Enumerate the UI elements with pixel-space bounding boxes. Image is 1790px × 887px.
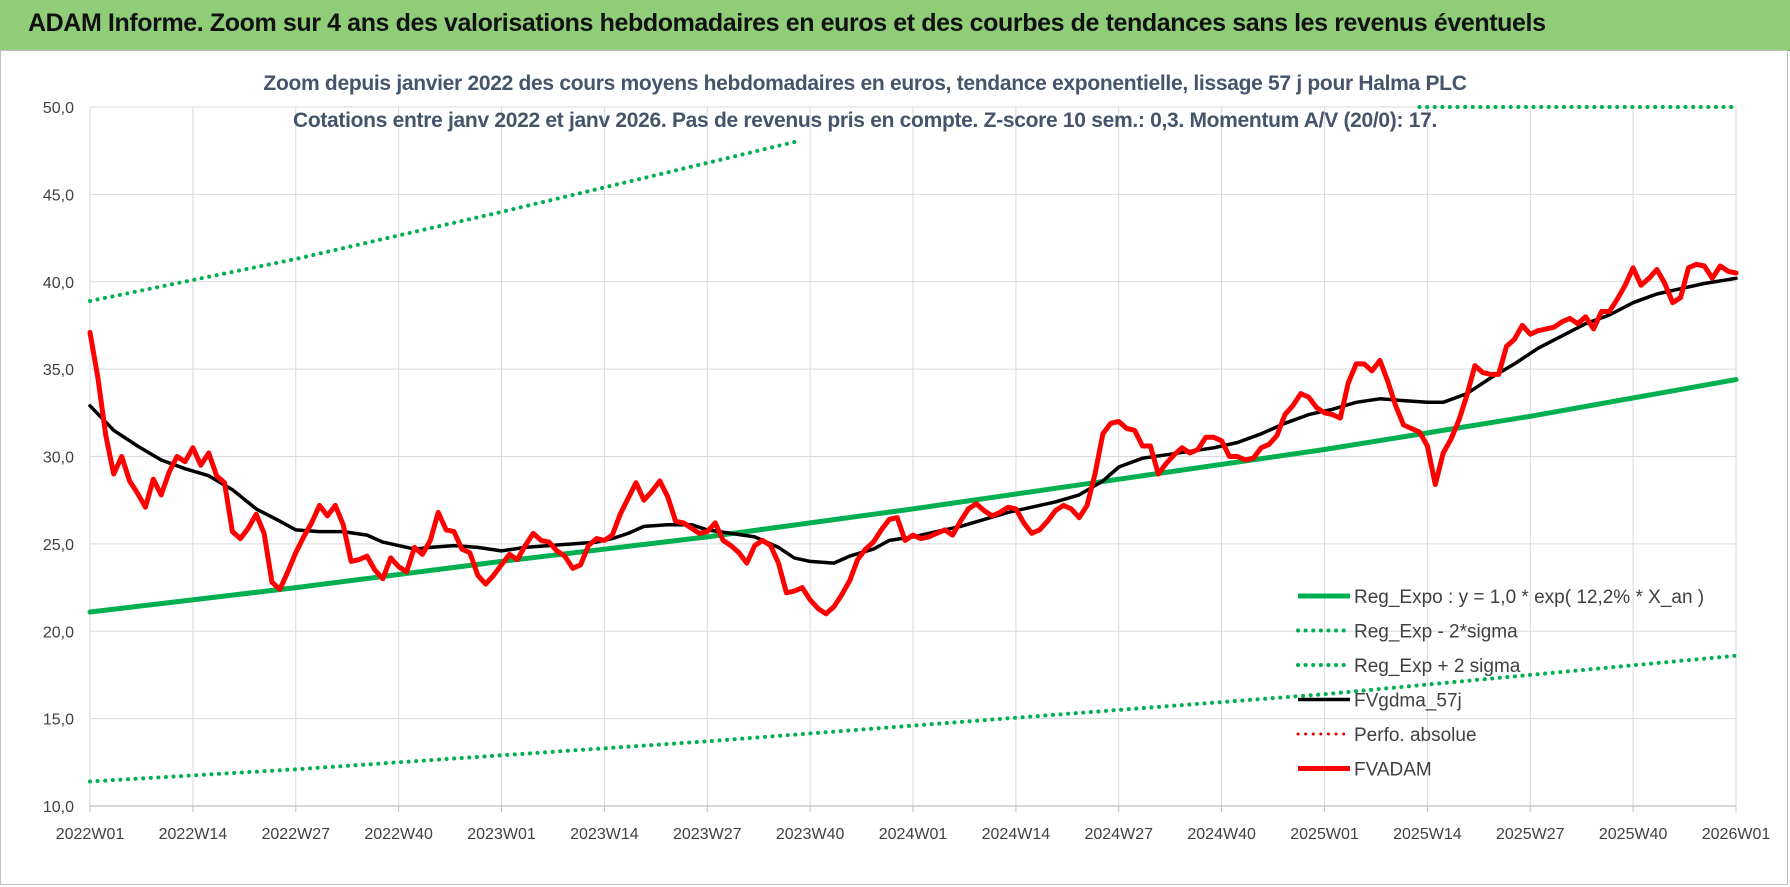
x-tick-label: 2024W01 [879,826,948,843]
legend-label: FVgdma_57j [1354,691,1462,712]
y-tick-label: 40,0 [43,275,74,292]
page-title: ADAM Informe. Zoom sur 4 ans des valoris… [28,9,1546,37]
y-tick-label: 35,0 [43,362,74,379]
chart-legend: Reg_Expo : y = 1,0 * exp( 12,2% * X_an )… [1296,587,1704,781]
chart-title-line1: Zoom depuis janvier 2022 des cours moyen… [263,72,1467,95]
series-line-1 [88,653,1738,784]
x-tick-label: 2025W27 [1496,826,1565,843]
y-tick-label: 10,0 [43,799,74,816]
chart-grid [89,106,1737,807]
y-tick-label: 45,0 [43,187,74,204]
chart-axes: 10,0 15,0 20,0 25,0 30,0 35,0 40,0 45,0 50,0 2022… [43,100,1770,843]
chart-series [87,105,1739,784]
x-tick-label: 2023W40 [776,826,845,843]
legend-label: Reg_Expo : y = 1,0 * exp( 12,2% * X_an ) [1354,587,1704,608]
y-tick-label: 15,0 [43,712,74,729]
legend-label: Perfo. absolue [1354,725,1477,746]
y-tick-label: 50,0 [43,100,74,117]
series-line-6 [87,261,1739,617]
x-tick-label: 2022W27 [262,826,331,843]
series-line-4 [88,276,1738,565]
x-tick-label: 2026W01 [1702,826,1771,843]
x-tick-label: 2025W40 [1599,826,1668,843]
y-tick-label: 20,0 [43,624,74,641]
legend-label: Reg_Exp - 2*sigma [1354,622,1518,643]
header-banner: ADAM Informe. Zoom sur 4 ans des valoris… [0,0,1790,51]
legend-label: FVADAM [1354,760,1432,781]
x-tick-label: 2025W01 [1290,826,1359,843]
x-tick-label: 2022W40 [364,826,433,843]
y-tick-label: 30,0 [43,450,74,467]
legend-label: Reg_Exp + 2 sigma [1354,656,1521,677]
x-tick-label: 2022W14 [159,826,228,843]
x-tick-label: 2023W01 [467,826,536,843]
x-tick-label: 2022W01 [56,826,125,843]
series-line-2 [88,140,797,303]
y-tick-label: 25,0 [43,537,74,554]
x-tick-label: 2024W27 [1085,826,1154,843]
x-tick-label: 2023W27 [673,826,742,843]
series-line-0 [87,377,1739,615]
x-tick-label: 2024W14 [982,826,1051,843]
x-tick-label: 2023W14 [570,826,639,843]
x-tick-label: 2025W14 [1393,826,1462,843]
x-tick-label: 2024W40 [1187,826,1256,843]
chart-title-line2: Cotations entre janv 2022 et janv 2026. … [292,109,1438,132]
chart-border [0,50,1788,885]
